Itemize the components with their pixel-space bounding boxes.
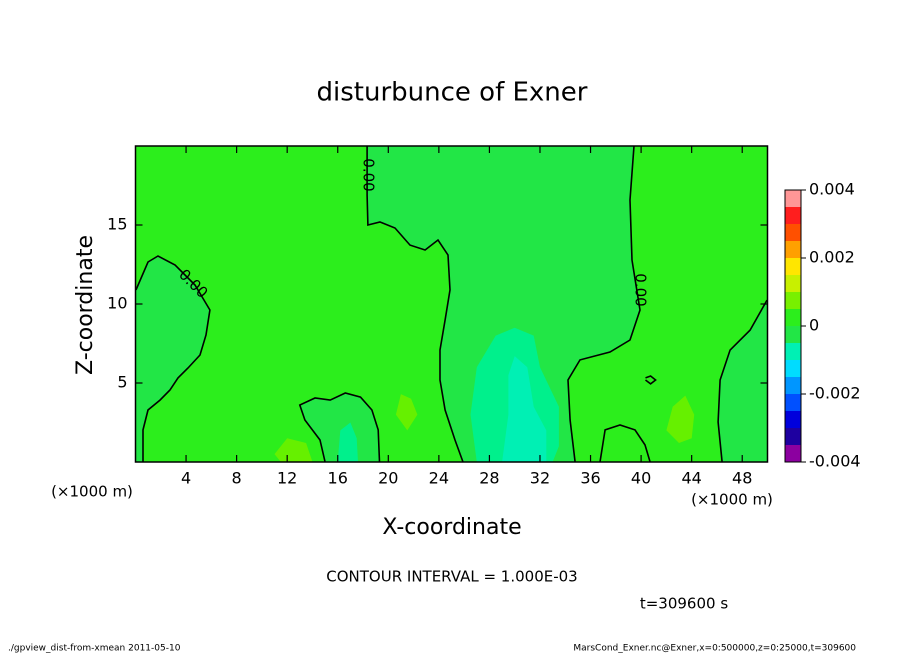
y-tick-label: 15 <box>107 215 127 234</box>
colorbar-box <box>785 241 801 258</box>
colorbar-box <box>785 258 801 275</box>
colorbar-tick-label: 0 <box>809 316 819 335</box>
x-tick-label: 20 <box>378 469 398 488</box>
colorbar-box <box>785 343 801 360</box>
plot-area <box>135 146 768 462</box>
colorbar-box <box>785 309 801 326</box>
contour-line <box>298 392 381 462</box>
colorbar-box <box>785 207 801 224</box>
footer-left: ./gpview_dist-from-xmean 2011-05-10 <box>8 644 181 654</box>
filled-region <box>337 422 358 462</box>
filled-region <box>299 393 380 462</box>
filled-region <box>666 395 695 443</box>
contour-label: 0.00 <box>360 158 378 191</box>
x-tick-label: 32 <box>530 469 550 488</box>
colorbar-tick-label: -0.002 <box>809 384 861 403</box>
colorbar-tick-label: -0.004 <box>809 452 861 471</box>
x-tick-label: 48 <box>732 469 752 488</box>
colorbar-box <box>785 360 801 377</box>
colorbar-box <box>785 326 801 343</box>
y-tick-label: 10 <box>107 294 127 313</box>
contour-line <box>135 255 211 462</box>
colorbar-tick-label: 0.004 <box>809 180 855 199</box>
filled-region <box>718 146 768 462</box>
colorbar-box <box>785 428 801 445</box>
colorbar-box <box>785 445 801 462</box>
contour-line <box>599 424 651 462</box>
filled-region <box>367 146 640 462</box>
y-tick-label: 5 <box>117 373 127 392</box>
colorbar-box <box>785 292 801 309</box>
x-tick-label: 40 <box>631 469 651 488</box>
x-unit-label: (×1000 m) <box>691 491 773 509</box>
x-tick-label: 28 <box>479 469 499 488</box>
chart-title: disturbunce of Exner <box>317 78 588 108</box>
colorbar-box <box>785 377 801 394</box>
x-tick-label: 24 <box>429 469 449 488</box>
colorbar-box <box>785 394 801 411</box>
x-tick-label: 36 <box>580 469 600 488</box>
y-axis-label: Z-coordinate <box>73 235 98 375</box>
filled-region <box>135 256 210 462</box>
x-tick-label: 12 <box>277 469 297 488</box>
x-tick-label: 44 <box>681 469 701 488</box>
filled-region <box>395 394 418 431</box>
time-label: t=309600 s <box>640 595 728 613</box>
contour-interval: CONTOUR INTERVAL = 1.000E-03 <box>326 568 577 586</box>
filled-region <box>274 438 313 462</box>
filled-region <box>502 356 547 462</box>
contour-line <box>717 299 768 462</box>
footer-right: MarsCond_Exner.nc@Exner,x=0:500000,z=0:2… <box>573 644 856 654</box>
contour-label: 0.00 <box>632 273 650 306</box>
contour-line <box>366 146 464 462</box>
x-unit-label: (×1000 m) <box>51 483 133 501</box>
colorbar-box <box>785 411 801 428</box>
colorbar-box <box>785 275 801 292</box>
x-tick-label: 8 <box>232 469 242 488</box>
x-tick-label: 16 <box>328 469 348 488</box>
x-tick-label: 4 <box>181 469 191 488</box>
contour-line <box>645 375 657 385</box>
x-axis-label: X-coordinate <box>382 515 521 540</box>
colorbar-box <box>785 190 801 207</box>
colorbar-tick-label: 0.002 <box>809 248 855 267</box>
contour-line <box>567 146 641 462</box>
colorbar-box <box>785 224 801 241</box>
